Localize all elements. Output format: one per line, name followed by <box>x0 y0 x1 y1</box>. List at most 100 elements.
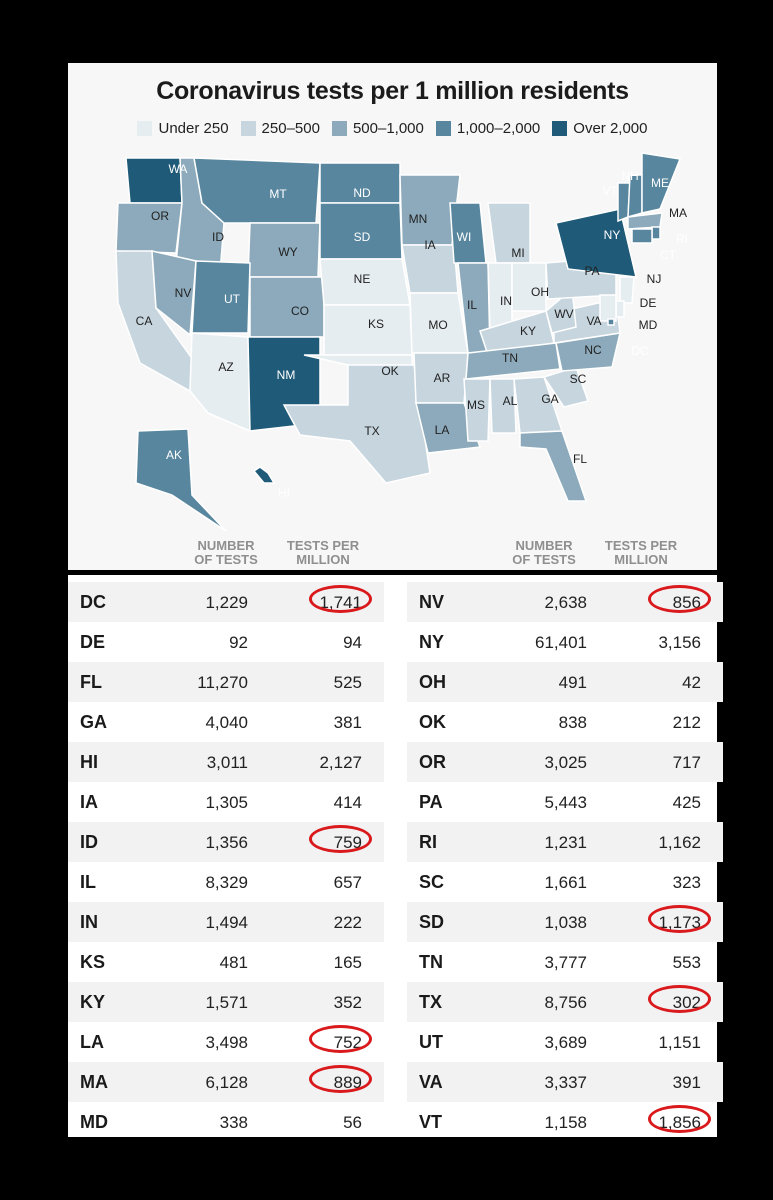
number-of-tests: 838 <box>558 713 587 732</box>
state-label: CT <box>660 248 677 262</box>
state-label: TN <box>502 351 518 365</box>
state-label: RI <box>676 232 688 246</box>
state-label: IN <box>500 294 512 308</box>
legend-item: Under 250 <box>137 120 229 137</box>
state-shape-ia <box>401 244 459 294</box>
table-row: OK 838 212 <box>407 702 723 742</box>
state-code: FL <box>80 672 102 692</box>
legend-label: 250–500 <box>261 120 320 137</box>
number-of-tests: 3,011 <box>206 753 248 772</box>
number-of-tests: 338 <box>219 1113 248 1132</box>
number-of-tests: 1,158 <box>544 1113 587 1132</box>
state-label: NY <box>604 228 621 242</box>
number-of-tests: 2,638 <box>544 593 587 612</box>
legend-item: 500–1,000 <box>331 120 424 137</box>
state-label: OK <box>381 364 398 378</box>
state-label: MN <box>409 212 428 226</box>
state-label: NJ <box>647 272 662 286</box>
number-of-tests: 1,305 <box>205 793 248 812</box>
table-row: DC 1,229 1,741 <box>68 582 384 622</box>
state-code: OR <box>419 752 446 772</box>
state-shape-ny <box>555 208 637 278</box>
number-of-tests: 6,128 <box>205 1073 248 1092</box>
number-of-tests: 8,329 <box>205 873 248 892</box>
table-row: PA 5,443 425 <box>407 782 723 822</box>
header-line: MILLION <box>614 552 668 567</box>
state-shape-ms <box>463 378 491 442</box>
highlight-circle <box>648 985 711 1013</box>
state-code: MA <box>80 1072 108 1092</box>
state-shape-al <box>489 378 517 434</box>
state-label: WI <box>457 230 472 244</box>
header-line: TESTS PER <box>604 538 678 553</box>
state-code: LA <box>80 1032 104 1052</box>
state-label: GA <box>541 392 558 406</box>
state-shape-ri <box>651 226 661 240</box>
highlight-circle <box>309 1065 372 1093</box>
number-of-tests: 1,231 <box>544 833 587 852</box>
header-line: NUMBER <box>515 538 573 553</box>
number-of-tests: 1,038 <box>544 913 587 932</box>
state-code: TX <box>419 992 443 1012</box>
tests-per-million: 222 <box>333 913 362 932</box>
table-row: HI 3,011 2,127 <box>68 742 384 782</box>
state-label: KY <box>520 324 536 338</box>
table-row: RI 1,231 1,162 <box>407 822 723 862</box>
state-code: DE <box>80 632 106 652</box>
state-code: IA <box>80 792 98 812</box>
legend-label: Under 250 <box>158 120 229 137</box>
tests-per-million: 414 <box>333 793 362 812</box>
state-code: UT <box>419 1032 443 1052</box>
state-code: GA <box>80 712 107 732</box>
state-shape-dc <box>607 318 615 326</box>
number-of-tests: 3,025 <box>544 753 587 772</box>
state-code: KS <box>80 952 106 972</box>
us-choropleth-map: WA OR CA ID NV MT WY UT CO AZ NM ND SD NE KS OK TX MN IA MO… <box>115 152 688 532</box>
tests-per-million: 3,156 <box>658 633 701 652</box>
state-shape-de <box>615 300 625 318</box>
highlight-circle <box>309 1025 372 1053</box>
state-code: HI <box>80 752 98 772</box>
state-label: AL <box>503 394 518 408</box>
highlight-circle <box>648 905 711 933</box>
table-row: GA 4,040 381 <box>68 702 384 742</box>
state-code: IN <box>80 912 98 932</box>
header-tests-per-million: TESTS PER MILLION <box>276 539 370 567</box>
state-label: NC <box>584 343 602 357</box>
state-code: NV <box>419 592 445 612</box>
state-label: MA <box>669 206 687 220</box>
state-code: RI <box>419 832 437 852</box>
highlight-circle <box>309 825 372 853</box>
state-code: MD <box>80 1112 108 1132</box>
state-label: CO <box>291 304 309 318</box>
state-label: MS <box>467 398 485 412</box>
state-label: MI <box>511 246 524 260</box>
state-shape-ak <box>135 428 227 532</box>
tests-per-million: 352 <box>333 993 362 1012</box>
tests-per-million: 1,151 <box>658 1033 701 1052</box>
table-row: FL 11,270 525 <box>68 662 384 702</box>
state-label: ME <box>651 176 669 190</box>
tests-per-million: 657 <box>333 873 362 892</box>
header-number-of-tests: NUMBER OF TESTS <box>504 539 584 567</box>
state-label: WV <box>554 307 573 321</box>
legend-item: 1,000–2,000 <box>435 120 540 137</box>
map-panel: WA OR CA ID NV MT WY UT CO AZ NM ND SD NE KS OK TX MN IA MO… <box>68 63 717 570</box>
state-code: IL <box>80 872 96 892</box>
state-label: AZ <box>218 360 233 374</box>
table-row: IA 1,305 414 <box>68 782 384 822</box>
tests-per-million: 381 <box>333 713 362 732</box>
table-row: KY 1,571 352 <box>68 982 384 1022</box>
table-row: OR 3,025 717 <box>407 742 723 782</box>
state-shape-nv <box>151 250 197 337</box>
header-tests-per-million: TESTS PER MILLION <box>594 539 688 567</box>
state-label: MD <box>639 318 658 332</box>
legend-item: Over 2,000 <box>552 120 648 137</box>
state-code: PA <box>419 792 443 812</box>
tests-per-million: 42 <box>682 673 701 692</box>
tests-per-million: 165 <box>333 953 362 972</box>
table-row: ID 1,356 759 <box>68 822 384 862</box>
state-label: UT <box>224 292 241 306</box>
tests-per-million: 212 <box>672 713 701 732</box>
state-label: NV <box>175 286 192 300</box>
